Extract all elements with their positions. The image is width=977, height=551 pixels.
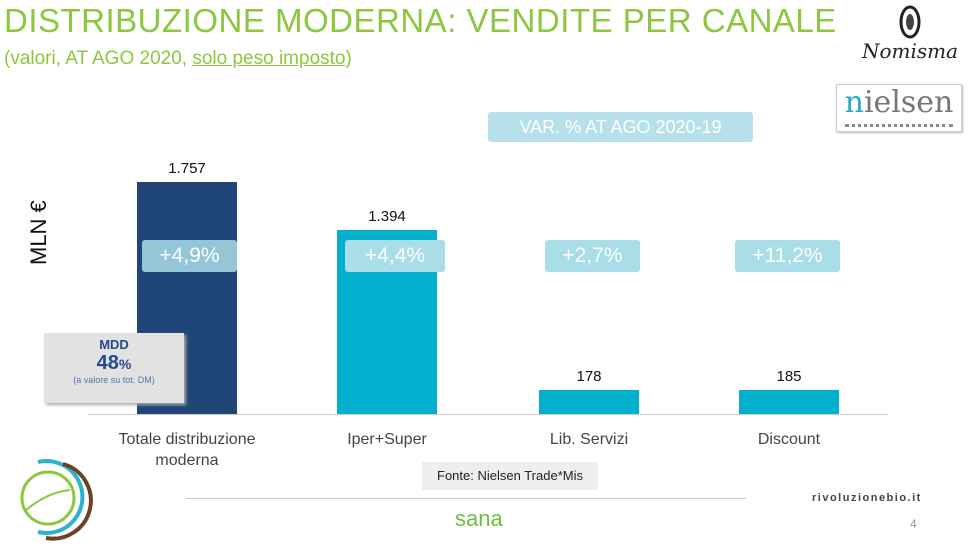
site-url: rivoluzionebio.it [812,492,922,504]
y-axis-label: MLN € [26,200,51,265]
page-title: DISTRIBUZIONE MODERNA: VENDITE PER CANAL… [4,2,837,39]
footer-divider [186,498,746,499]
variation-badge: +11,2% [735,240,840,272]
bar [539,390,639,414]
nielsen-logo: nielsen [836,84,962,132]
nomisma-emblem-icon [899,5,921,39]
subtitle-suffix: ) [345,48,352,69]
category-label: Lib. Servizi [549,431,629,448]
x-axis-line [88,414,888,415]
category-label: Totale distribuzione moderna [118,431,256,469]
variation-title: VAR. % AT AGO 2020-19 [488,112,753,142]
value-label: 1.757 [168,160,206,177]
page-number: 4 [910,517,917,531]
source-note: Fonte: Nielsen Trade*Mis [422,462,598,490]
category-label: Discount [757,431,821,448]
subtitle-prefix: (valori, AT AGO 2020, [4,48,193,69]
nomisma-logo: Nomisma [855,4,965,64]
category-label: Iper+Super [347,431,427,448]
mdd-unit: % [118,356,132,372]
variation-badge: +2,7% [545,240,640,272]
rivoluzione-bio-logo-icon [20,459,93,541]
nomisma-wordmark: Nomisma [861,39,959,63]
nielsen-n: n [844,85,864,120]
mdd-number: 48 [96,352,119,374]
value-label: 178 [576,368,602,386]
mdd-title: MDD [99,337,129,352]
mdd-note: (a valore su tot. DM) [73,375,155,385]
subtitle: (valori, AT AGO 2020, solo peso imposto) [4,48,352,70]
value-label: 1.394 [368,207,406,225]
nielsen-rest: ielsen [863,85,954,120]
subtitle-underlined: solo peso imposto [192,48,346,69]
variation-badge: +4,9% [142,240,237,272]
variation-badge: +4,4% [345,240,445,272]
sana-logo: sana [455,506,503,531]
value-label: 185 [776,367,802,385]
bar [739,389,839,414]
mdd-value: 48% [44,352,184,375]
mdd-callout: MDD 48% (a valore su tot. DM) [44,333,184,403]
